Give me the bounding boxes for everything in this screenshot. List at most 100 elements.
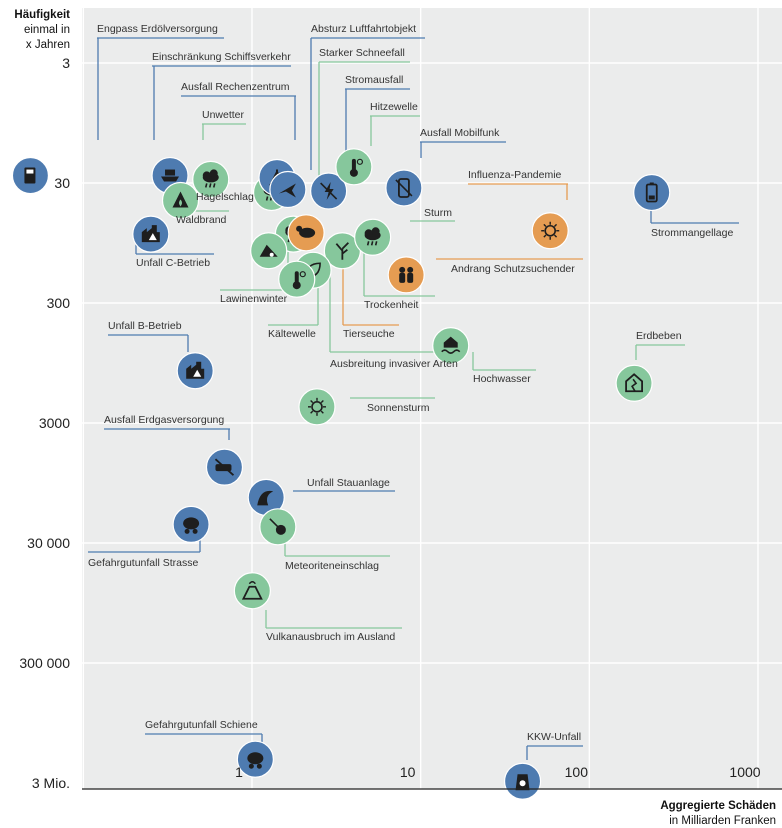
battery-low-icon bbox=[645, 182, 658, 203]
bubble-gefahrgutunfall-strasse bbox=[172, 505, 210, 544]
y-axis-title-line3: x Jahren bbox=[26, 39, 70, 51]
y-tick-label-3000: 3000 bbox=[39, 415, 70, 431]
virus-icon bbox=[541, 221, 560, 240]
y-axis-title-line1: Häufigkeit bbox=[14, 9, 70, 21]
bubble-circle-influenza-pandemie bbox=[531, 212, 569, 250]
point-label-andrang-schutzsuchender: Andrang Schutzsuchender bbox=[451, 263, 575, 275]
point-label-ausfall-rechenzentrum: Ausfall Rechenzentrum bbox=[181, 81, 290, 93]
plane-crash-icon bbox=[278, 183, 296, 198]
bubble-kkw-unfall bbox=[503, 762, 542, 800]
point-label-hochwasser: Hochwasser bbox=[473, 373, 531, 385]
y-tick-label-300: 300 bbox=[47, 295, 71, 311]
refugees-icon bbox=[399, 266, 414, 283]
thermometer-snow-icon bbox=[292, 271, 306, 290]
x-tick-label-1000: 1000 bbox=[729, 764, 760, 780]
point-label-kkw-unfall: KKW-Unfall bbox=[527, 731, 581, 743]
point-label-absturz-luftfahrtobjekt: Absturz Luftfahrtobjekt bbox=[311, 23, 416, 35]
bubble-trockenheit bbox=[323, 232, 361, 270]
bubble-engpass-erdoelversorgung bbox=[11, 156, 50, 195]
point-label-unwetter: Unwetter bbox=[202, 109, 245, 121]
x-tick-labels: 1 10 100 1000 bbox=[235, 764, 761, 780]
tanker-truck-icon bbox=[183, 517, 200, 534]
point-label-erdbeben: Erdbeben bbox=[636, 330, 682, 342]
point-label-lawinenwinter: Lawinenwinter bbox=[220, 293, 288, 305]
point-label-einschraenkung-schiffsverkehr: Einschränkung Schiffsverkehr bbox=[152, 51, 291, 63]
point-label-waldbrand: Waldbrand bbox=[176, 214, 227, 226]
point-label-starker-schneefall: Starker Schneefall bbox=[319, 47, 405, 59]
point-label-stromausfall: Stromausfall bbox=[345, 74, 403, 86]
point-label-kaeltewelle: Kältewelle bbox=[268, 328, 316, 340]
point-label-sturm: Sturm bbox=[424, 207, 452, 219]
earthquake-house-icon bbox=[625, 373, 643, 393]
bubble-gefahrgutunfall-schiene bbox=[236, 740, 274, 778]
point-label-unfall-c-betrieb: Unfall C-Betrieb bbox=[136, 257, 210, 269]
x-axis-title-line1: Aggregierte Schäden bbox=[660, 800, 776, 812]
bio-plant-icon bbox=[186, 361, 205, 379]
y-tick-label-3-mio: 3 Mio. bbox=[32, 775, 70, 791]
bubble-tierseuche bbox=[287, 214, 325, 252]
x-tick-label-10: 10 bbox=[400, 764, 416, 780]
y-tick-label-3: 3 bbox=[62, 55, 70, 71]
wind-cloud-icon bbox=[364, 227, 381, 246]
point-label-ausbreitung-invasiver-arten: Ausbreitung invasiver Arten bbox=[330, 358, 458, 370]
bubble-sturm bbox=[354, 218, 392, 256]
bubble-kaeltewelle bbox=[278, 260, 316, 298]
x-tick-label-100: 100 bbox=[565, 764, 589, 780]
bubble-circle-strommangellage bbox=[633, 173, 671, 212]
storm-cloud-icon bbox=[202, 169, 219, 188]
ship-icon bbox=[161, 169, 180, 182]
point-label-meteoriteneinschlag: Meteoriteneinschlag bbox=[285, 560, 379, 572]
y-tick-label-30: 30 bbox=[54, 175, 70, 191]
bubble-stromausfall bbox=[310, 172, 348, 210]
point-label-ausfall-erdgasversorgung: Ausfall Erdgasversorgung bbox=[104, 414, 224, 426]
bubble-unfall-c-betrieb bbox=[132, 215, 170, 253]
bubble-unfall-b-betrieb bbox=[176, 352, 214, 390]
chemical-plant-icon bbox=[141, 225, 160, 243]
fuel-pump-icon bbox=[24, 167, 36, 184]
avalanche-icon bbox=[259, 244, 278, 257]
bubble-influenza-pandemie bbox=[531, 212, 569, 250]
x-axis-title-line2: in Milliarden Franken bbox=[669, 815, 776, 827]
point-label-ausfall-mobilfunk: Ausfall Mobilfunk bbox=[420, 127, 500, 139]
bubble-unwetter bbox=[192, 160, 230, 199]
point-label-gefahrgutunfall-strasse: Gefahrgutunfall Strasse bbox=[88, 557, 198, 569]
y-axis-title-line2: einmal in bbox=[24, 24, 70, 36]
point-label-vulkanausbruch-im-ausland: Vulkanausbruch im Ausland bbox=[266, 631, 395, 643]
point-label-trockenheit: Trockenheit bbox=[364, 299, 419, 311]
bubbles bbox=[11, 148, 671, 800]
point-label-unfall-b-betrieb: Unfall B-Betrieb bbox=[108, 320, 182, 332]
bubble-circle-vulkanausbruch-im-ausland bbox=[233, 572, 271, 610]
bubble-lawinenwinter bbox=[250, 232, 288, 270]
animal-disease-icon bbox=[296, 225, 316, 238]
bubble-ausfall-mobilfunk bbox=[385, 169, 423, 207]
point-label-strommangellage: Strommangellage bbox=[651, 227, 733, 239]
bubble-hochwasser bbox=[432, 327, 470, 365]
forest-fire-icon bbox=[172, 191, 189, 208]
volcano-icon bbox=[241, 581, 263, 600]
point-label-hitzewelle: Hitzewelle bbox=[370, 101, 418, 113]
gas-off-icon bbox=[214, 458, 235, 476]
y-tick-labels: 3 30 300 3000 30 000 300 000 3 Mio. bbox=[19, 55, 70, 791]
bubble-andrang-schutzsuchender bbox=[387, 256, 425, 294]
point-label-influenza-pandemie: Influenza-Pandemie bbox=[468, 169, 562, 181]
bubble-sonnensturm bbox=[298, 388, 336, 426]
power-outage-icon bbox=[320, 182, 338, 201]
x-tick-label-1: 1 bbox=[235, 764, 243, 780]
bubble-meteoriteneinschlag bbox=[259, 508, 297, 546]
y-tick-label-300-000: 300 000 bbox=[19, 655, 70, 671]
bubble-strommangellage bbox=[633, 173, 671, 212]
bubble-ausfall-erdgasversorgung bbox=[205, 448, 244, 486]
point-label-hagelschlag: Hagelschlag bbox=[196, 191, 254, 203]
y-tick-label-30-000: 30 000 bbox=[27, 535, 70, 551]
nuclear-plant-icon bbox=[515, 774, 530, 791]
bubble-hitzewelle bbox=[335, 148, 373, 186]
bubble-waldbrand bbox=[161, 181, 200, 220]
flood-house-icon bbox=[441, 336, 461, 354]
dry-tree-icon bbox=[335, 242, 349, 260]
sun-storm-icon bbox=[307, 397, 326, 416]
bubble-circle-andrang-schutzsuchender bbox=[387, 256, 425, 294]
tank-wagon-icon bbox=[247, 752, 264, 769]
point-label-tierseuche: Tierseuche bbox=[343, 328, 395, 340]
meteorite-icon bbox=[269, 518, 286, 535]
point-label-engpass-erdoelversorgung: Engpass Erdölversorgung bbox=[97, 23, 218, 35]
